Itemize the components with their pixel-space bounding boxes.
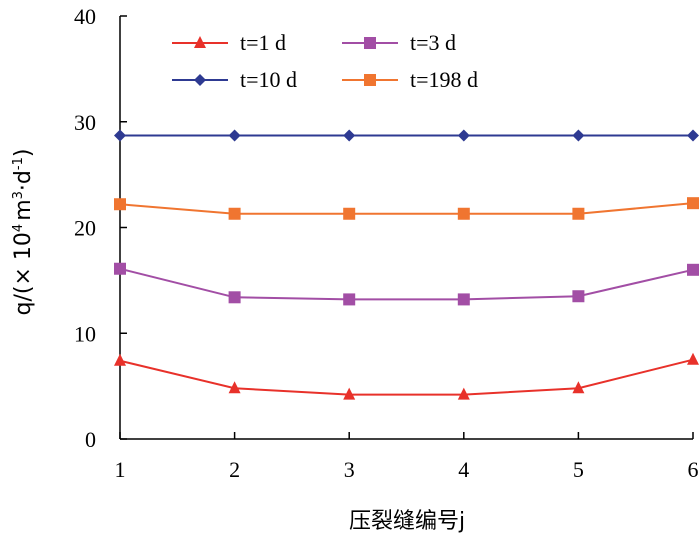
y-title-exp3: -1 — [11, 157, 26, 170]
series-layer — [114, 129, 699, 400]
y-title-mid2: ·d — [11, 170, 36, 191]
data-point — [343, 207, 356, 220]
legend-marker — [364, 37, 376, 49]
x-tick-label: 2 — [229, 457, 240, 482]
data-point — [343, 387, 356, 400]
legend-item: t=3 d — [342, 30, 456, 55]
series-line — [119, 202, 694, 215]
y-title-suffix: ) — [11, 149, 36, 158]
y-title-prefix: q/(× 10 — [11, 232, 36, 315]
data-point — [457, 293, 470, 306]
data-point — [457, 207, 470, 220]
y-axis-title: q/(× 104 m3·d-1) — [11, 149, 36, 316]
y-tick-label: 10 — [74, 321, 96, 346]
data-point — [572, 381, 585, 394]
data-point — [572, 207, 585, 220]
data-point — [343, 129, 356, 142]
data-point — [572, 129, 585, 142]
data-point — [228, 291, 241, 304]
data-point — [457, 387, 470, 400]
series-line — [119, 358, 694, 396]
x-tick-label: 1 — [115, 457, 126, 482]
series-2 — [114, 129, 699, 142]
data-point — [228, 381, 241, 394]
data-point — [114, 262, 126, 275]
x-tick-label: 5 — [573, 457, 584, 482]
legend-marker — [194, 74, 206, 86]
legend-label: t=198 d — [410, 67, 478, 92]
y-tick-label: 0 — [85, 427, 96, 452]
series-line — [119, 267, 694, 301]
series-1 — [114, 262, 699, 306]
data-point — [687, 197, 699, 210]
y-title-exp1: 4 — [11, 224, 26, 232]
legend-item: t=1 d — [172, 30, 286, 55]
legend-item: t=198 d — [342, 67, 478, 92]
x-tick-label: 6 — [688, 457, 699, 482]
legend-item: t=10 d — [172, 67, 297, 92]
x-axis-title: 压裂缝编号j — [349, 509, 465, 534]
series-0 — [114, 352, 699, 400]
y-tick-label: 20 — [74, 216, 96, 241]
data-point — [687, 352, 699, 365]
series-3 — [114, 197, 699, 220]
y-title-exp2: 3 — [11, 191, 26, 199]
legend-label: t=1 d — [240, 30, 286, 55]
x-tick-label: 3 — [344, 457, 355, 482]
x-tick-label: 4 — [458, 457, 469, 482]
data-point — [114, 198, 126, 211]
data-point — [572, 290, 585, 303]
data-point — [228, 129, 241, 142]
ticks: 0 10 20 30 40 1 2 3 4 5 6 — [74, 4, 699, 482]
y-tick-label: 40 — [74, 4, 96, 29]
data-point — [228, 207, 241, 220]
legend-label: t=3 d — [410, 30, 456, 55]
data-point — [457, 129, 470, 142]
y-tick-label: 30 — [74, 110, 96, 135]
data-point — [114, 129, 126, 142]
data-point — [687, 129, 699, 142]
legend: t=1 d t=3 d t=10 d t=198 d — [172, 30, 478, 92]
legend-marker — [364, 74, 376, 86]
y-title-mid1: m — [11, 199, 36, 220]
data-point — [114, 353, 126, 366]
data-point — [343, 293, 356, 306]
data-point — [687, 263, 699, 276]
legend-label: t=10 d — [240, 67, 297, 92]
legend-marker — [194, 36, 206, 48]
